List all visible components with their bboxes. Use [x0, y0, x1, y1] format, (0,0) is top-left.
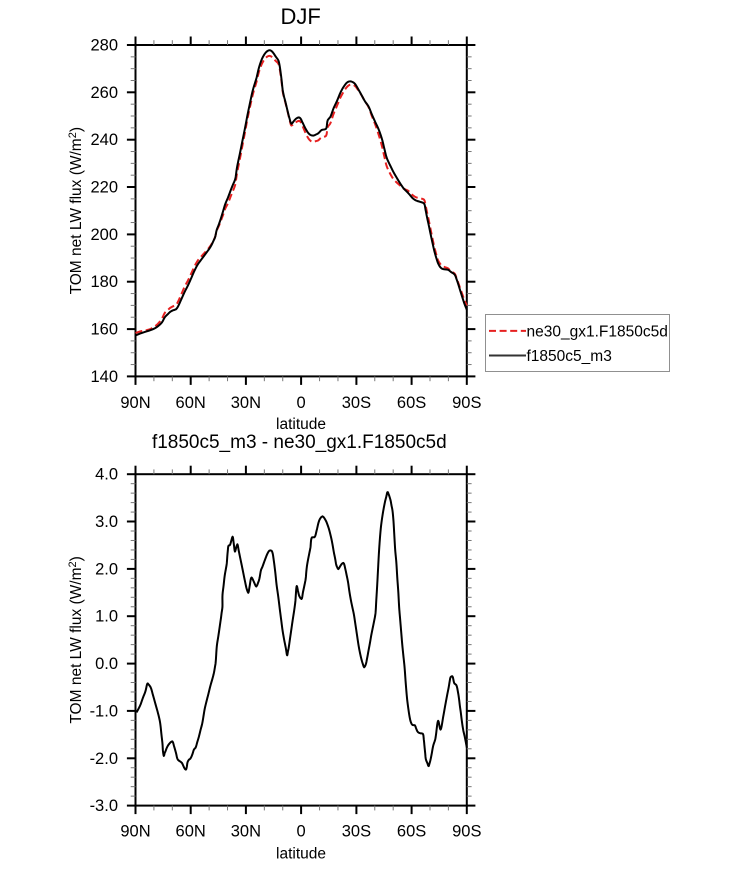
svg-text:30N: 30N: [231, 394, 261, 412]
svg-text:f1850c5_m3: f1850c5_m3: [527, 348, 612, 365]
svg-text:260: 260: [90, 84, 118, 102]
svg-text:140: 140: [90, 368, 118, 386]
svg-text:DJF: DJF: [281, 4, 321, 29]
svg-text:2.0: 2.0: [95, 560, 118, 578]
svg-text:0: 0: [297, 823, 306, 841]
svg-text:90N: 90N: [120, 823, 150, 841]
svg-text:90N: 90N: [120, 394, 150, 412]
svg-text:30N: 30N: [231, 823, 261, 841]
svg-text:0: 0: [297, 394, 306, 412]
svg-text:90S: 90S: [452, 823, 481, 841]
svg-text:4.0: 4.0: [95, 466, 118, 484]
svg-text:30S: 30S: [342, 823, 371, 841]
svg-text:0.0: 0.0: [95, 655, 118, 673]
svg-text:1.0: 1.0: [95, 608, 118, 626]
svg-text:60S: 60S: [397, 823, 426, 841]
svg-text:3.0: 3.0: [95, 513, 118, 531]
svg-text:latitude: latitude: [276, 846, 326, 863]
svg-text:30S: 30S: [342, 394, 371, 412]
svg-text:60N: 60N: [176, 823, 206, 841]
svg-text:240: 240: [90, 131, 118, 149]
svg-text:160: 160: [90, 321, 118, 339]
svg-text:ne30_gx1.F1850c5d: ne30_gx1.F1850c5d: [527, 323, 668, 340]
svg-text:180: 180: [90, 273, 118, 291]
svg-text:280: 280: [90, 37, 118, 55]
svg-text:-1.0: -1.0: [90, 702, 118, 720]
svg-text:latitude: latitude: [276, 416, 326, 433]
svg-text:TOM net LW flux (W/m2): TOM net LW flux (W/m2): [67, 556, 85, 723]
svg-text:90S: 90S: [452, 394, 481, 412]
svg-text:-2.0: -2.0: [90, 750, 118, 768]
svg-text:TOM net LW flux (W/m2): TOM net LW flux (W/m2): [67, 127, 85, 294]
svg-text:60N: 60N: [176, 394, 206, 412]
svg-text:60S: 60S: [397, 394, 426, 412]
svg-text:200: 200: [90, 226, 118, 244]
svg-text:-3.0: -3.0: [90, 797, 118, 815]
svg-text:f1850c5_m3 - ne30_gx1.F1850c5d: f1850c5_m3 - ne30_gx1.F1850c5d: [152, 432, 447, 453]
svg-text:220: 220: [90, 179, 118, 197]
